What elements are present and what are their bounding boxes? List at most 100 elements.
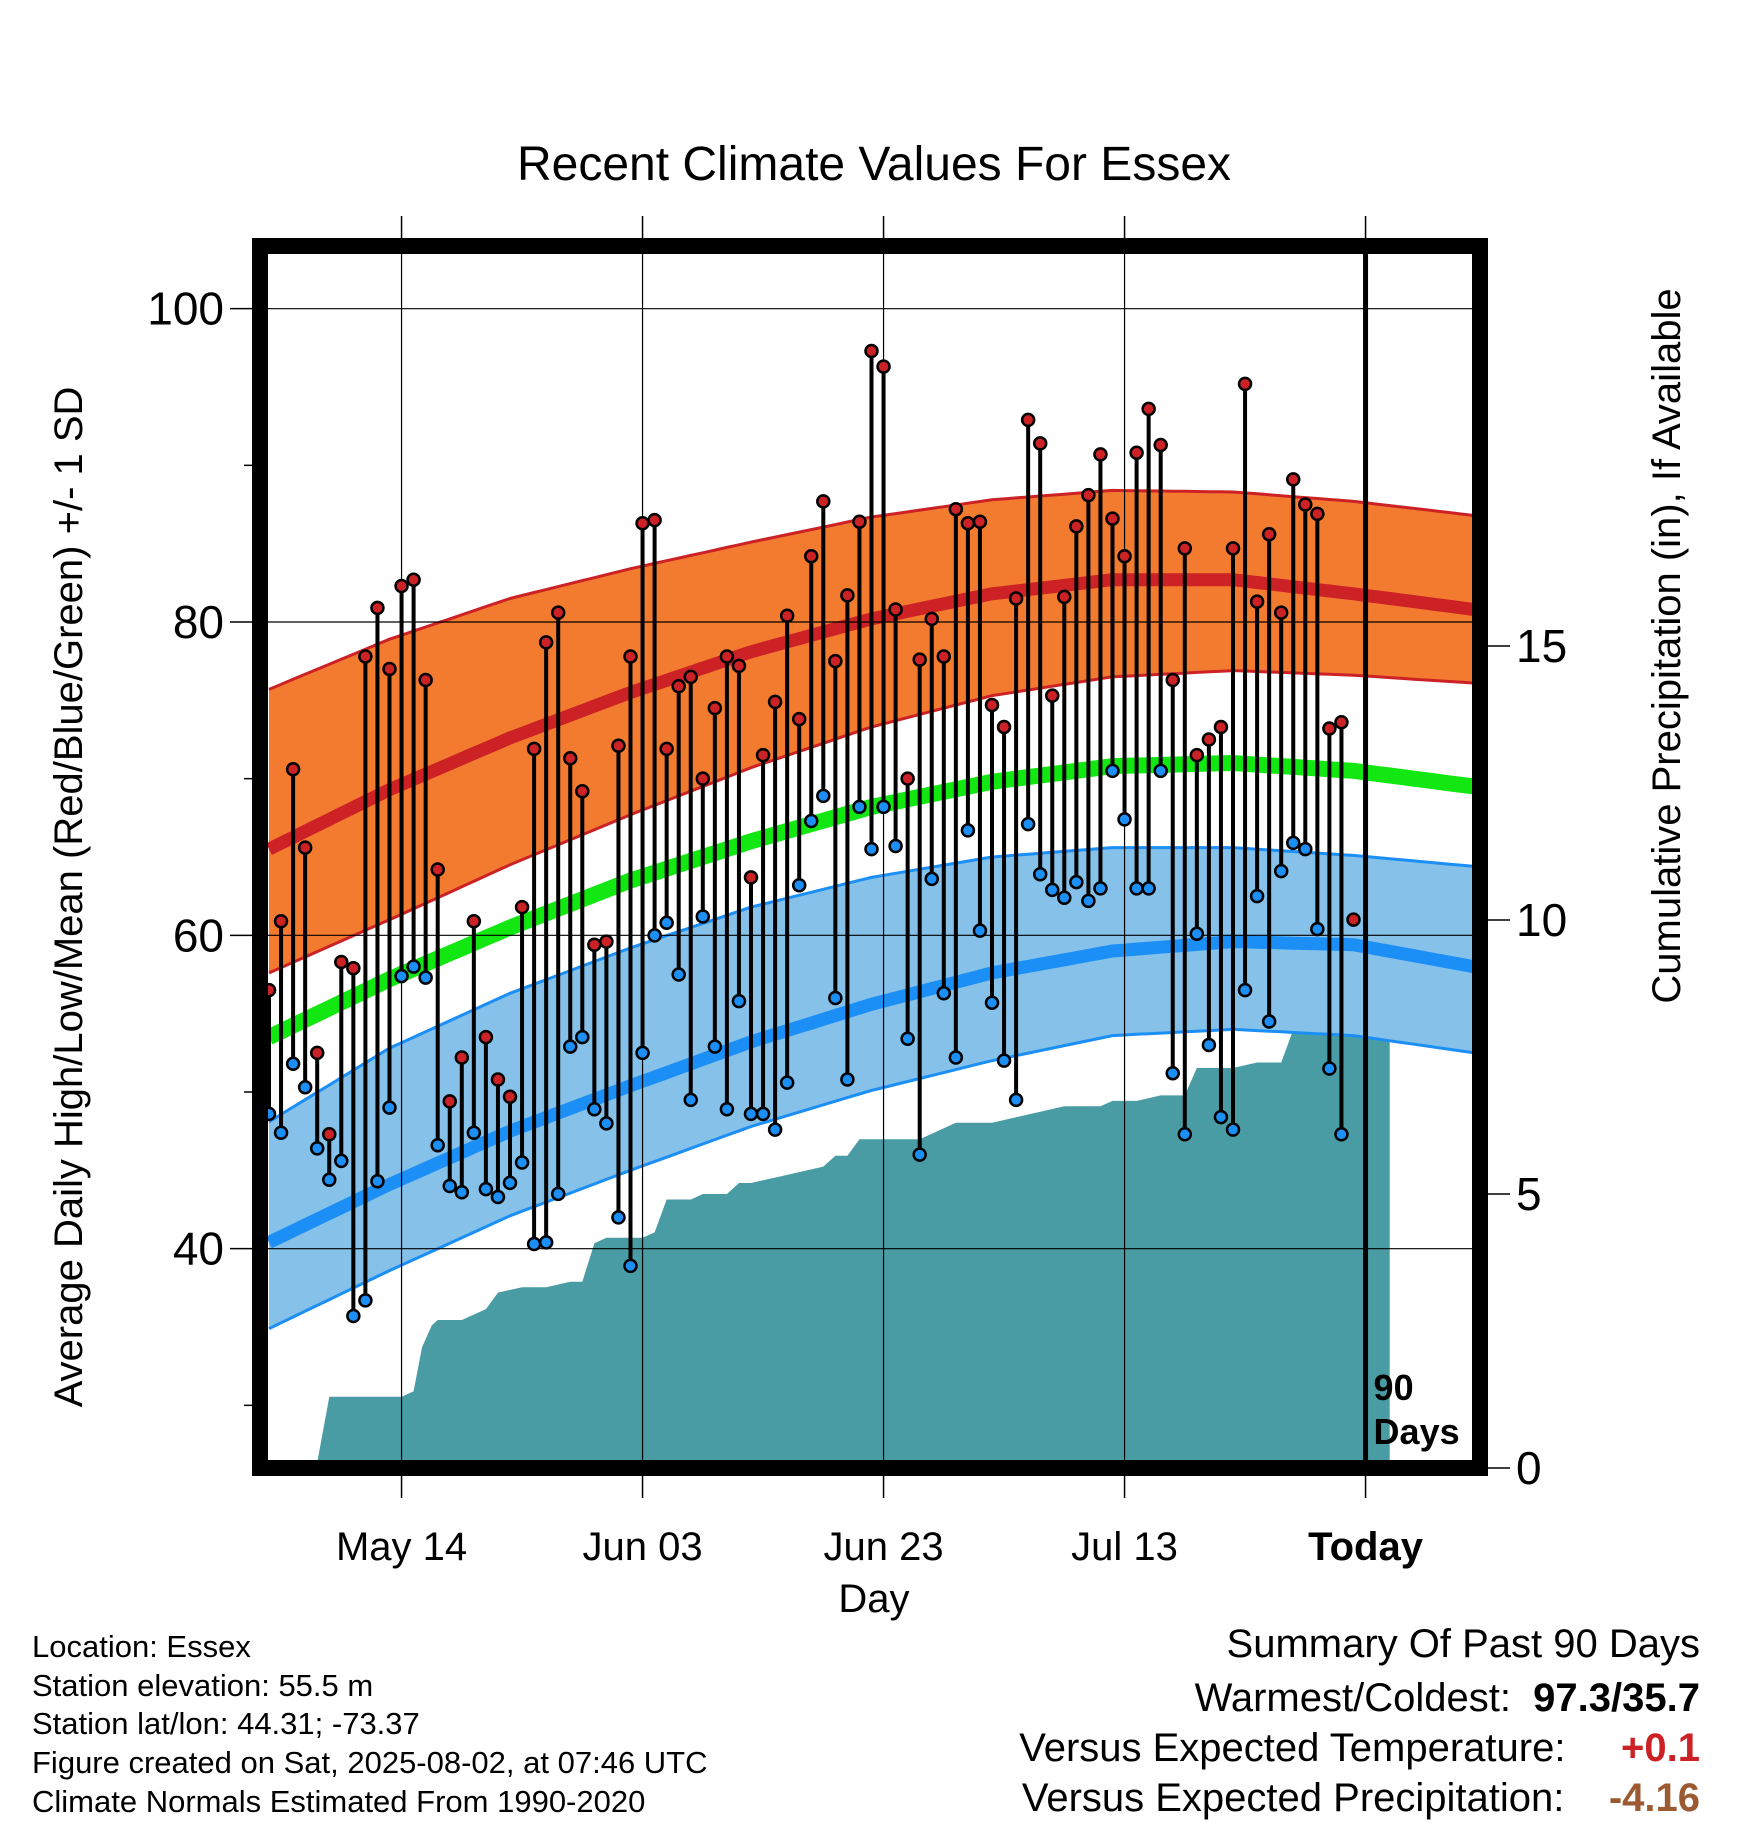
summary-precipitation: Versus Expected Precipitation: -4.16	[1022, 1776, 1700, 1821]
daily-high-point	[466, 913, 482, 929]
daily-high-point	[538, 635, 554, 650]
daily-high-point	[297, 840, 313, 855]
daily-low-point	[1069, 874, 1084, 890]
daily-low-point	[1249, 888, 1265, 904]
daily-low-point	[791, 877, 807, 893]
daily-high-point	[575, 783, 590, 799]
footer-location: Location: Essex	[32, 1629, 251, 1664]
daily-low-point	[1310, 921, 1325, 937]
summary-warmest-coldest: Warmest/Coldest: 97.3/35.7	[1195, 1676, 1700, 1721]
precipitation-area	[317, 1018, 1390, 1462]
daily-low-point	[1273, 863, 1289, 879]
daily-high-point	[1225, 541, 1241, 556]
daily-high-point	[1093, 447, 1108, 462]
y2-tick-label: 5	[1516, 1168, 1542, 1220]
daily-high-point	[1165, 672, 1180, 688]
daily-low-point	[454, 1185, 470, 1200]
daily-low-point	[538, 1235, 554, 1250]
daily-high-point	[671, 678, 686, 694]
y-tick-label: 100	[147, 283, 224, 335]
daily-low-point	[912, 1147, 927, 1162]
daily-low-point	[1093, 881, 1108, 896]
daily-low-point	[442, 1178, 457, 1194]
daily-high-point	[948, 501, 964, 517]
daily-low-point	[478, 1181, 494, 1197]
daily-low-point	[840, 1072, 855, 1087]
daily-low-point	[1334, 1127, 1349, 1142]
daily-high-point	[791, 711, 807, 727]
daily-low-point	[382, 1100, 397, 1115]
daily-high-point	[1286, 472, 1301, 487]
plot-area	[266, 252, 1474, 1462]
daily-high-point	[322, 1127, 337, 1142]
daily-low-point	[611, 1210, 626, 1225]
daily-low-point	[1298, 841, 1313, 857]
daily-low-point	[816, 788, 831, 804]
daily-low-point	[779, 1075, 795, 1090]
daily-low-point	[563, 1039, 578, 1054]
daily-low-point	[948, 1050, 964, 1065]
daily-high-point	[266, 982, 277, 998]
daily-low-point	[1020, 816, 1036, 832]
daily-low-point	[406, 959, 421, 974]
daily-low-point	[514, 1155, 530, 1170]
daily-low-point	[334, 1153, 349, 1169]
daily-high-point	[1020, 412, 1036, 428]
daily-high-point	[623, 649, 638, 664]
daily-low-point	[575, 1029, 590, 1045]
daily-low-point	[876, 799, 891, 815]
y-tick-label: 60	[173, 909, 224, 961]
daily-low-point	[1189, 926, 1205, 942]
daily-high-point	[1177, 541, 1193, 556]
daily-high-point	[683, 669, 698, 685]
daily-low-point	[1105, 763, 1120, 779]
daily-high-point	[1201, 732, 1217, 747]
daily-low-point	[1008, 1092, 1024, 1108]
daily-high-point	[490, 1072, 506, 1087]
daily-low-point	[1261, 1014, 1277, 1029]
daily-low-point	[864, 841, 879, 857]
daily-high-point	[731, 658, 747, 674]
daily-low-point	[285, 1056, 301, 1072]
daily-low-point	[767, 1122, 783, 1137]
daily-low-point	[1081, 893, 1096, 909]
daily-high-point	[334, 954, 349, 970]
daily-low-point	[430, 1138, 445, 1153]
y2-tick-label: 10	[1516, 894, 1567, 946]
daily-low-point	[394, 968, 409, 984]
daily-high-point	[755, 747, 771, 763]
low-plus-sd-line	[268, 846, 1474, 1124]
daily-low-point	[671, 967, 686, 982]
warmest-coldest-label: Warmest/Coldest:	[1194, 1676, 1511, 1720]
daily-low-point	[719, 1101, 735, 1117]
daily-low-point	[526, 1236, 542, 1252]
daily-low-point	[936, 986, 952, 1001]
daily-low-point	[1153, 763, 1168, 779]
daily-high-point	[1310, 506, 1325, 522]
daily-high-point	[611, 738, 626, 754]
daily-high-point	[1081, 487, 1096, 503]
summary-temperature: Versus Expected Temperature: +0.1	[1019, 1726, 1700, 1771]
daily-high-point	[550, 605, 566, 620]
daily-low-point	[599, 1116, 614, 1131]
precip-label: Versus Expected Precipitation:	[1021, 1776, 1565, 1820]
daily-high-point	[382, 661, 397, 677]
daily-low-point	[490, 1189, 506, 1205]
precip-anomaly-value: -4.16	[1608, 1776, 1700, 1820]
daily-high-point	[707, 700, 723, 716]
daily-low-point	[924, 871, 939, 887]
daily-high-point	[1069, 519, 1084, 534]
daily-high-point	[454, 1050, 470, 1065]
x-axis-label: Day	[838, 1577, 909, 1621]
daily-low-point	[550, 1186, 566, 1202]
daily-low-point	[1322, 1061, 1337, 1076]
y-tick-label: 80	[173, 596, 224, 648]
daily-high-point	[1105, 511, 1120, 526]
footer-latlon: Station lat/lon: 44.31; -73.37	[32, 1706, 420, 1741]
daily-low-point	[659, 915, 674, 931]
footer-normals: Climate Normals Estimated From 1990-2020	[32, 1784, 646, 1819]
daily-high-point	[852, 514, 867, 529]
daily-high-point	[659, 741, 674, 757]
plot-frame	[252, 238, 1488, 1476]
